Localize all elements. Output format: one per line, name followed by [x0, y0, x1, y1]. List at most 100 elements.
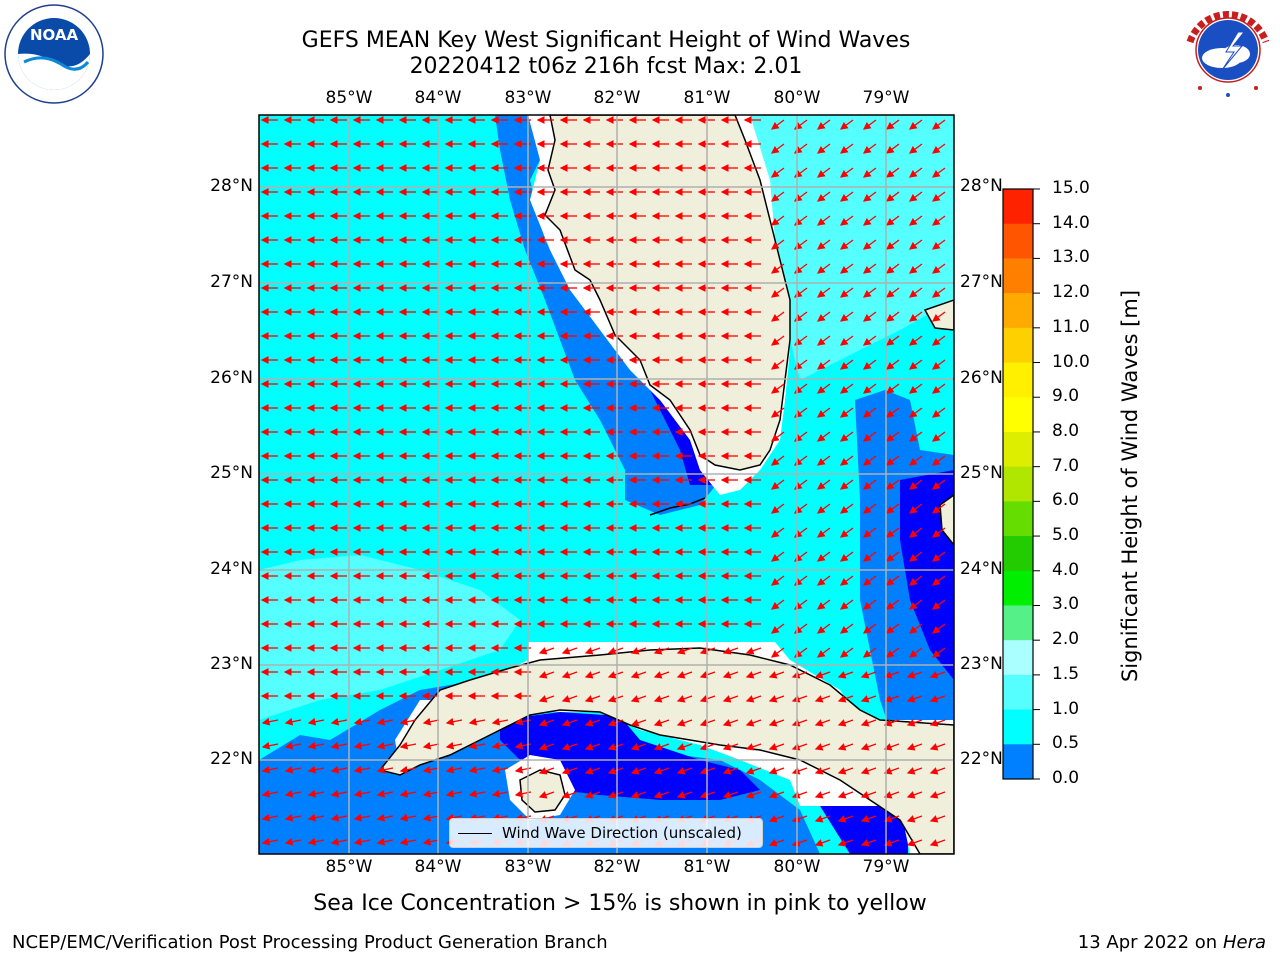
wave-direction-arrow — [353, 813, 371, 822]
wave-direction-arrow — [908, 623, 923, 634]
land-cuba — [378, 647, 954, 854]
wave-direction-arrow — [860, 839, 877, 847]
wave-direction-arrow — [376, 789, 394, 798]
wave-direction-arrow — [376, 741, 394, 750]
wave-direction-arrow — [885, 407, 900, 418]
wave-direction-arrow — [931, 599, 946, 610]
lat-label-right: 22°N — [960, 749, 1003, 769]
wave-direction-arrow — [839, 407, 854, 418]
wave-direction-arrow — [445, 765, 463, 774]
wave-direction-arrow — [885, 263, 900, 274]
lat-label-right: 28°N — [960, 176, 1003, 196]
wave-direction-arrow — [862, 407, 877, 418]
colorbar-segment — [1003, 605, 1033, 641]
wind-wave-direction-arrows — [260, 116, 946, 847]
wave-direction-arrow — [931, 143, 946, 154]
wave-direction-arrow — [860, 767, 877, 775]
wave-direction-arrow — [353, 765, 371, 774]
wave-direction-arrow — [584, 791, 601, 799]
wave-direction-arrow — [839, 335, 854, 346]
wave-direction-arrow — [929, 743, 946, 751]
wave-direction-arrow — [561, 791, 578, 799]
wave-direction-arrow — [931, 647, 946, 658]
lat-label-left: 22°N — [210, 749, 253, 769]
wave-direction-arrow — [745, 647, 762, 655]
wave-direction-arrow — [837, 815, 854, 823]
wave-direction-arrow — [330, 837, 348, 846]
wave-direction-arrow — [885, 455, 900, 466]
wave-direction-arrow — [770, 263, 785, 274]
lat-label-left: 24°N — [210, 559, 253, 579]
lat-label-left: 27°N — [210, 272, 253, 292]
wave-direction-arrow — [399, 837, 417, 846]
wave-direction-arrow — [445, 741, 463, 750]
wave-direction-arrow — [837, 743, 854, 751]
wave-direction-arrow — [908, 239, 923, 250]
wave-direction-arrow — [284, 741, 302, 750]
wave-direction-arrow — [908, 215, 923, 226]
wave-direction-arrow — [491, 717, 509, 726]
wave-direction-arrow — [445, 717, 463, 726]
colorbar-tick-label: 8.0 — [1052, 420, 1080, 441]
wave-direction-arrow — [399, 789, 417, 798]
wave-direction-arrow — [908, 503, 923, 514]
wave-direction-arrow — [468, 789, 486, 798]
wave-direction-arrow — [307, 741, 325, 750]
wave-direction-arrow — [931, 335, 946, 346]
wave-direction-arrow — [816, 335, 831, 346]
lat-label-right: 26°N — [960, 368, 1003, 388]
colorbar-segment — [1003, 189, 1033, 225]
wave-direction-arrow — [929, 719, 946, 727]
wave-direction-arrow — [839, 359, 854, 370]
land-andros — [939, 494, 954, 547]
wave-direction-arrow — [770, 215, 785, 226]
wave-direction-arrow — [491, 789, 509, 798]
wave-direction-arrow — [768, 671, 785, 679]
wave-direction-arrow — [860, 791, 877, 799]
wave-direction-arrow — [931, 407, 946, 418]
wave-direction-arrow — [816, 287, 831, 298]
wave-direction-arrow — [862, 119, 877, 130]
wave-direction-arrow — [837, 671, 854, 679]
wave-direction-arrow — [745, 695, 762, 703]
wave-direction-arrow — [885, 479, 900, 490]
wave-direction-arrow — [931, 551, 946, 562]
wave-direction-arrow — [906, 767, 923, 775]
lon-label-bottom: 82°W — [593, 857, 641, 877]
wave-direction-arrow — [860, 815, 877, 823]
wave-direction-arrow — [330, 741, 348, 750]
wave-direction-arrow — [399, 765, 417, 774]
wave-direction-arrow — [284, 765, 302, 774]
wave-direction-arrow — [906, 839, 923, 847]
wave-direction-arrow — [770, 599, 785, 610]
wave-direction-arrow — [862, 191, 877, 202]
wave-direction-arrow — [931, 191, 946, 202]
wave-direction-arrow — [816, 383, 831, 394]
wave-direction-arrow — [791, 815, 808, 823]
wave-direction-arrow — [885, 143, 900, 154]
wave-direction-arrow — [770, 551, 785, 562]
wave-direction-arrow — [839, 311, 854, 322]
wave-direction-arrow — [883, 695, 900, 703]
wave-direction-arrow — [862, 503, 877, 514]
wave-direction-arrow — [770, 143, 785, 154]
wave-direction-arrow — [538, 647, 555, 655]
lon-label-top: 82°W — [593, 88, 641, 108]
lon-label-bottom: 84°W — [414, 857, 462, 877]
wave-direction-arrow — [770, 527, 785, 538]
wave-direction-arrow — [307, 789, 325, 798]
wave-direction-arrow — [906, 695, 923, 703]
wave-direction-arrow — [770, 287, 785, 298]
wave-direction-arrow — [561, 695, 578, 703]
wave-direction-arrow — [607, 647, 624, 655]
wave-direction-arrow — [538, 719, 555, 727]
wave-direction-arrow — [699, 743, 716, 751]
colorbar-segment — [1003, 327, 1033, 364]
wave-direction-arrow — [837, 719, 854, 727]
wave-direction-arrow — [816, 191, 831, 202]
wave-direction-arrow — [885, 431, 900, 442]
wave-direction-arrow — [862, 287, 877, 298]
wave-direction-arrow — [722, 719, 739, 727]
wave-direction-arrow — [770, 191, 785, 202]
wave-direction-arrow — [862, 479, 877, 490]
